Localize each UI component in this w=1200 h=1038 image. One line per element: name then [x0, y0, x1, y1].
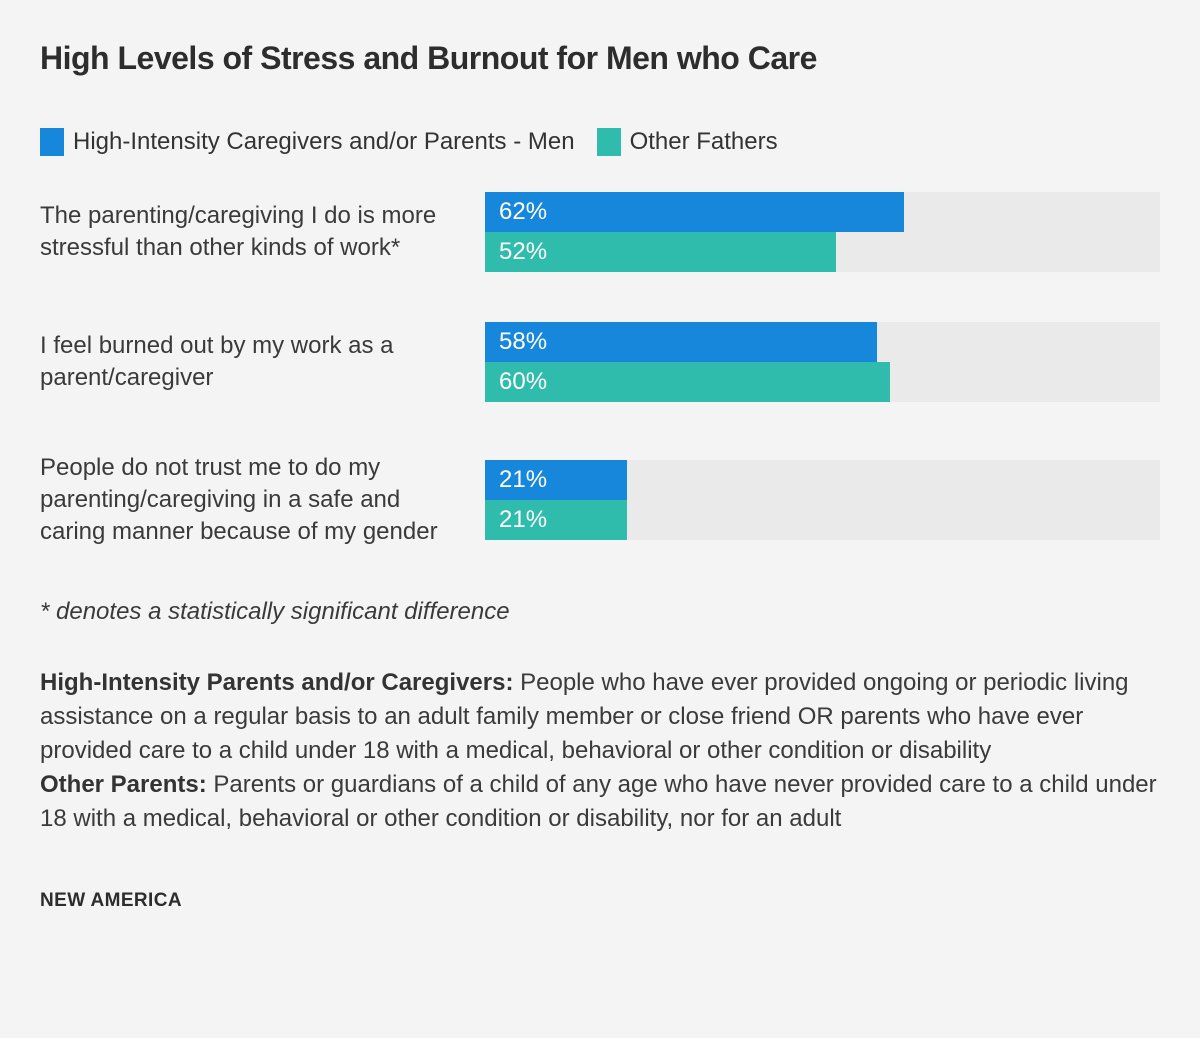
- definition-other-parents: Other Parents: Parents or guardians of a…: [40, 768, 1160, 836]
- bar-track: 21% 21%: [485, 460, 1160, 540]
- definition-high-intensity: High-Intensity Parents and/or Caregivers…: [40, 666, 1160, 768]
- chart-container: High Levels of Stress and Burnout for Me…: [40, 40, 1160, 911]
- category-label-trust: People do not trust me to do my parentin…: [40, 454, 438, 545]
- bar-other-fathers-stress: 52%: [485, 232, 836, 272]
- bar-chart: The parenting/caregiving I do is more st…: [40, 192, 1160, 548]
- definition-term: High-Intensity Parents and/or Caregivers…: [40, 669, 514, 696]
- legend-swatch-teal-icon: [596, 128, 621, 156]
- bar-other-fathers-trust: 21%: [485, 500, 627, 540]
- bar-track: 58% 60%: [485, 322, 1160, 402]
- legend: High-Intensity Caregivers and/or Parents…: [40, 128, 1160, 156]
- footnote: * denotes a statistically significant di…: [40, 598, 510, 625]
- legend-item-high-intensity: High-Intensity Caregivers and/or Parents…: [40, 128, 575, 156]
- bar-track: 62% 52%: [485, 192, 1160, 272]
- source-attribution: NEW AMERICA: [40, 890, 182, 911]
- category-label-burnout: I feel burned out by my work as a parent…: [40, 332, 394, 391]
- bar-high-intensity-stress: 62%: [485, 192, 904, 232]
- category-label-stress: The parenting/caregiving I do is more st…: [40, 202, 437, 261]
- bar-value-label: 62%: [499, 198, 548, 225]
- chart-row-trust: People do not trust me to do my parentin…: [40, 452, 1160, 548]
- bar-value-label: 60%: [499, 368, 548, 395]
- definition-desc: People who have ever provided ongoing or…: [40, 669, 1129, 764]
- bar-value-label: 21%: [499, 506, 548, 533]
- legend-label-other-fathers: Other Fathers: [629, 128, 778, 155]
- bar-other-fathers-burnout: 60%: [485, 362, 890, 402]
- chart-row-stress: The parenting/caregiving I do is more st…: [40, 192, 1160, 272]
- legend-item-other-fathers: Other Fathers: [596, 128, 778, 156]
- definition-desc: Parents or guardians of a child of any a…: [40, 771, 1157, 832]
- bar-value-label: 52%: [499, 238, 548, 265]
- definitions-block: High-Intensity Parents and/or Caregivers…: [40, 666, 1160, 836]
- chart-row-burnout: I feel burned out by my work as a parent…: [40, 322, 1160, 402]
- legend-swatch-blue-icon: [40, 128, 64, 156]
- bar-high-intensity-trust: 21%: [485, 460, 627, 500]
- chart-title: High Levels of Stress and Burnout for Me…: [40, 40, 817, 76]
- bar-value-label: 58%: [499, 328, 548, 355]
- legend-label-high-intensity: High-Intensity Caregivers and/or Parents…: [73, 128, 575, 155]
- bar-high-intensity-burnout: 58%: [485, 322, 877, 362]
- bar-value-label: 21%: [499, 466, 548, 493]
- definition-term: Other Parents:: [40, 771, 207, 798]
